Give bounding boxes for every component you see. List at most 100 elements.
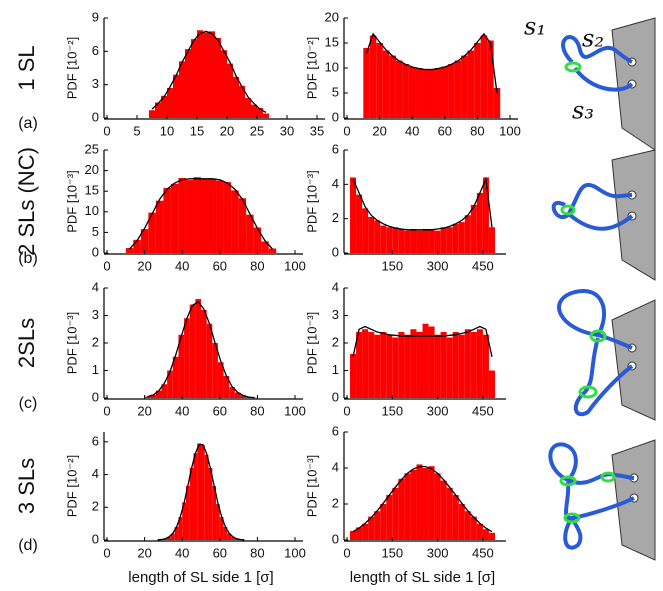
ring: [600, 471, 616, 483]
bar: [178, 517, 183, 540]
y-tick-label: 6: [332, 141, 339, 156]
bar: [440, 227, 447, 253]
y-tick-label: 2: [332, 210, 339, 225]
bar: [178, 334, 185, 398]
bar: [363, 48, 370, 118]
panel: 0 5 10 15 20 25 0 20 40 60 80 100 PDF [10⁻³]: [64, 141, 305, 273]
bar: [189, 468, 194, 540]
bar: [369, 35, 377, 118]
x-tick-label: 60: [213, 545, 227, 560]
x-tick-label: 100: [499, 123, 521, 138]
panel: 0 2 4 6 0 150 300 450 PDF [10⁻³] length of SL sid…: [304, 423, 506, 586]
bar: [464, 511, 471, 540]
y-tick-label: 2: [332, 334, 339, 349]
x-tick-label: 450: [472, 258, 494, 273]
fit-curve: [147, 300, 255, 399]
x-tick-label: 0: [103, 403, 110, 418]
bar: [386, 227, 393, 253]
x-tick-label: 40: [175, 403, 189, 418]
ring: [559, 475, 577, 487]
bar: [416, 332, 423, 398]
bar: [155, 390, 162, 398]
bar: [380, 332, 387, 398]
bar: [362, 208, 369, 253]
y-tick-label: 10: [325, 59, 339, 74]
y-tick-label: 2: [332, 495, 339, 510]
bar: [125, 248, 134, 253]
x-tick-label: 100: [284, 545, 306, 560]
y-tick-label: 20: [85, 162, 99, 177]
fit-curve: [157, 443, 245, 541]
bar: [467, 50, 475, 118]
bar: [386, 334, 393, 398]
fit-curve: [365, 32, 498, 94]
x-tick-label: 20: [137, 258, 151, 273]
x-tick-label: 80: [250, 545, 264, 560]
bar: [219, 517, 224, 540]
y-axis-label: PDF [10⁻³]: [304, 170, 319, 233]
bar: [389, 55, 396, 118]
bar: [404, 230, 411, 253]
bar: [398, 478, 405, 540]
bar: [197, 30, 203, 118]
x-tick-label: 300: [427, 258, 449, 273]
bar: [428, 228, 435, 253]
panel: 0 3 6 9 0 5 10 15 20 25 30 35 PDF [10⁻²]: [64, 9, 325, 138]
y-tick-label: 5: [92, 224, 99, 239]
bar: [133, 239, 141, 253]
bar: [395, 60, 403, 118]
bar: [422, 468, 429, 540]
y-axis-label: PDF [10⁻³]: [304, 312, 319, 375]
x-tick-label: 0: [103, 258, 110, 273]
y-tick-label: 4: [332, 459, 339, 474]
bar: [155, 200, 164, 253]
panel-letter: (a): [18, 115, 38, 132]
loop: [548, 442, 635, 550]
x-tick-label: 0: [103, 545, 110, 560]
bar: [227, 533, 232, 540]
bar: [402, 64, 409, 118]
bar: [452, 495, 459, 540]
bar: [245, 98, 251, 118]
x-tick-label: 40: [175, 258, 189, 273]
bar: [253, 227, 262, 253]
bar: [212, 343, 218, 398]
bar: [229, 387, 235, 398]
x-tick-label: 100: [284, 403, 306, 418]
bar: [488, 532, 495, 540]
x-tick-label: 0: [103, 123, 110, 138]
ring: [563, 512, 581, 524]
bar: [422, 228, 429, 253]
bar: [386, 495, 393, 540]
strand-label: s₂: [582, 25, 604, 53]
bar: [416, 230, 423, 253]
y-axis-label: PDF [10⁻³]: [64, 312, 79, 375]
bar: [239, 85, 245, 118]
bar: [476, 523, 483, 540]
bar: [368, 216, 375, 253]
bar: [480, 35, 488, 118]
bar: [434, 473, 441, 540]
bar: [474, 43, 481, 118]
bar: [404, 334, 411, 398]
y-tick-label: 0: [92, 109, 99, 124]
x-tick-label: 300: [427, 403, 449, 418]
bar: [172, 356, 179, 398]
bar: [167, 88, 173, 118]
bar: [231, 190, 239, 253]
bar: [470, 516, 477, 540]
bar: [380, 225, 387, 253]
x-tick-label: 150: [381, 403, 403, 418]
y-tick-label: 6: [92, 43, 99, 58]
bar: [434, 230, 441, 253]
y-tick-label: 0: [332, 244, 339, 259]
bar: [392, 337, 399, 398]
fit-curve: [151, 30, 267, 113]
bar: [208, 178, 217, 253]
y-tick-label: 2: [92, 499, 99, 514]
bar: [216, 504, 220, 540]
bar: [454, 60, 462, 118]
